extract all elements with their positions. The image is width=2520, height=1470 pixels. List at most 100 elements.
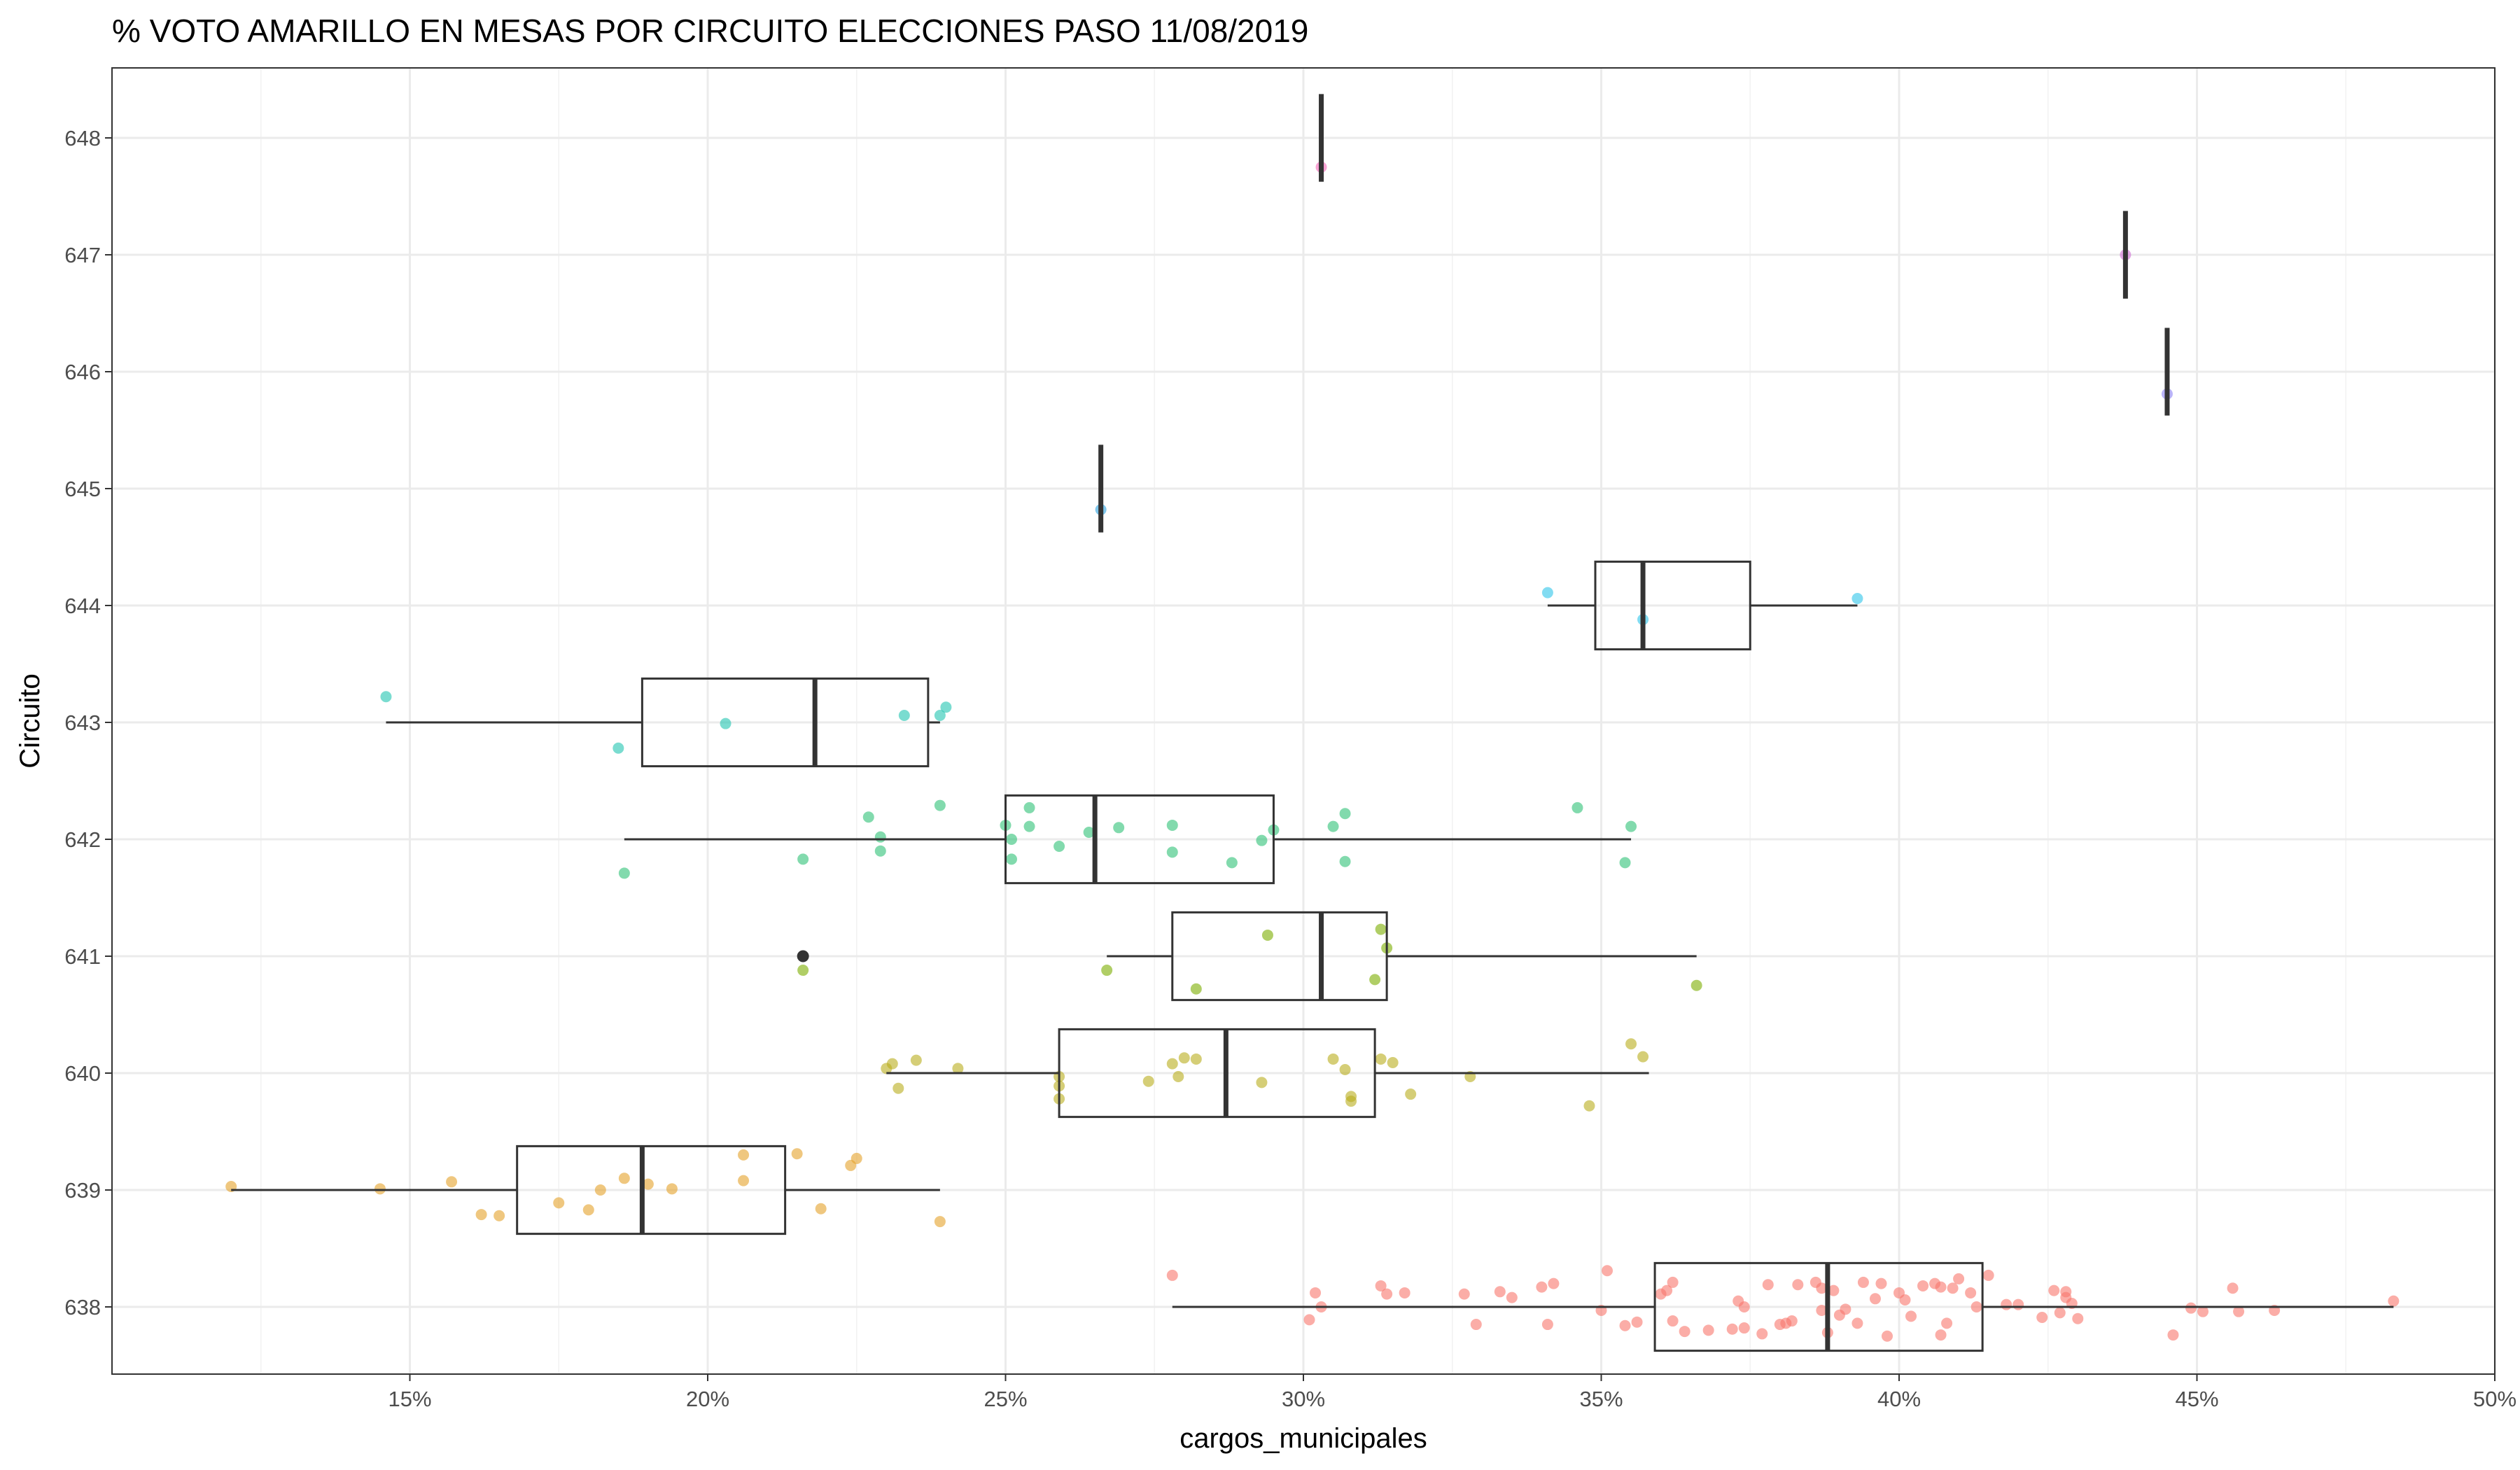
y-tick-label: 642	[64, 827, 101, 852]
data-point	[1851, 1317, 1863, 1329]
data-point	[1828, 1284, 1840, 1296]
data-point	[1054, 841, 1065, 853]
data-point	[1619, 1320, 1631, 1331]
data-point	[380, 691, 392, 703]
data-point	[1339, 855, 1351, 867]
data-point	[1702, 1324, 1714, 1336]
data-point	[1256, 1077, 1268, 1088]
data-point	[374, 1183, 386, 1195]
data-point	[1256, 834, 1268, 846]
box-body	[1058, 1028, 1376, 1119]
box-642	[624, 794, 1632, 885]
data-point	[1113, 822, 1125, 834]
data-point	[1166, 846, 1178, 858]
data-point	[1965, 1287, 1977, 1298]
data-point	[1690, 979, 1702, 991]
data-point	[1190, 983, 1202, 995]
y-tick-label: 644	[64, 594, 101, 618]
x-tick-label: 25%	[983, 1387, 1027, 1411]
data-point	[1345, 1096, 1357, 1107]
box-body	[1171, 911, 1388, 1002]
data-point	[1226, 857, 1238, 869]
data-point	[2012, 1298, 2024, 1310]
minor-grid	[260, 68, 2346, 1374]
data-point	[940, 701, 952, 713]
data-point	[666, 1183, 678, 1195]
data-point	[2054, 1307, 2066, 1319]
data-point	[2185, 1302, 2197, 1314]
data-point	[1369, 974, 1381, 986]
data-point	[1470, 1319, 1482, 1331]
data-point	[1786, 1315, 1798, 1327]
data-point	[1494, 1286, 1506, 1298]
box-639	[231, 1144, 940, 1236]
data-point	[1327, 1053, 1339, 1065]
data-point	[1172, 1071, 1184, 1083]
data-point	[1631, 1316, 1643, 1328]
data-point	[642, 1178, 654, 1190]
data-point	[1857, 1276, 1869, 1288]
data-point	[815, 1203, 827, 1214]
y-tick-label: 647	[64, 243, 101, 267]
data-point	[934, 1216, 946, 1228]
data-point	[1375, 1053, 1387, 1065]
data-point	[791, 1148, 803, 1160]
data-point	[1756, 1328, 1768, 1340]
data-point	[1738, 1301, 1750, 1312]
x-tick-label: 15%	[388, 1387, 431, 1411]
box-body	[640, 677, 930, 768]
data-point	[1178, 1052, 1190, 1064]
data-point	[475, 1209, 487, 1221]
data-point	[1387, 1056, 1399, 1068]
data-point	[1625, 1038, 1637, 1050]
y-tick-label: 638	[64, 1295, 101, 1320]
y-axis-title: Circuito	[15, 673, 46, 769]
data-point	[910, 1054, 922, 1066]
y-tick-label: 645	[64, 477, 101, 501]
data-point	[1869, 1293, 1881, 1305]
data-point	[892, 1082, 904, 1094]
data-point	[1381, 1288, 1393, 1300]
data-point	[1166, 1058, 1178, 1070]
data-point	[1726, 1323, 1738, 1335]
data-point	[1083, 826, 1095, 838]
y-tick-label: 641	[64, 944, 101, 969]
data-point	[1166, 819, 1178, 831]
box-640	[886, 1028, 1649, 1119]
data-point	[1006, 834, 1018, 845]
data-point	[594, 1184, 606, 1196]
data-point	[446, 1176, 458, 1188]
data-point	[1101, 965, 1113, 976]
data-point	[1303, 1314, 1315, 1326]
box-641	[797, 911, 1697, 1002]
data-point	[1536, 1281, 1548, 1293]
data-point	[1405, 1088, 1417, 1100]
data-point	[1619, 857, 1631, 869]
data-point	[1339, 808, 1351, 820]
data-point	[1310, 1287, 1322, 1298]
data-point	[2227, 1282, 2239, 1294]
data-point	[1941, 1317, 1953, 1329]
data-point	[934, 709, 946, 721]
data-point	[1166, 1269, 1178, 1281]
data-point	[1399, 1287, 1410, 1298]
data-point	[1655, 1288, 1667, 1300]
box-outlier	[797, 950, 809, 962]
data-point	[1762, 1279, 1774, 1291]
data-point	[1602, 1265, 1614, 1277]
data-point	[1339, 1063, 1351, 1075]
data-point	[1953, 1273, 1965, 1284]
data-point	[850, 1152, 862, 1164]
data-point	[612, 742, 624, 754]
box-body	[1653, 1261, 1984, 1352]
data-point	[1679, 1326, 1690, 1338]
box-643	[386, 677, 940, 768]
data-point	[1851, 592, 1863, 604]
x-tick-label: 45%	[2175, 1387, 2218, 1411]
data-point	[1816, 1282, 1828, 1294]
data-point	[2167, 1329, 2179, 1341]
data-point	[2036, 1312, 2048, 1324]
data-point	[1840, 1303, 1851, 1315]
data-point	[1667, 1315, 1679, 1327]
box-body	[1004, 794, 1275, 885]
